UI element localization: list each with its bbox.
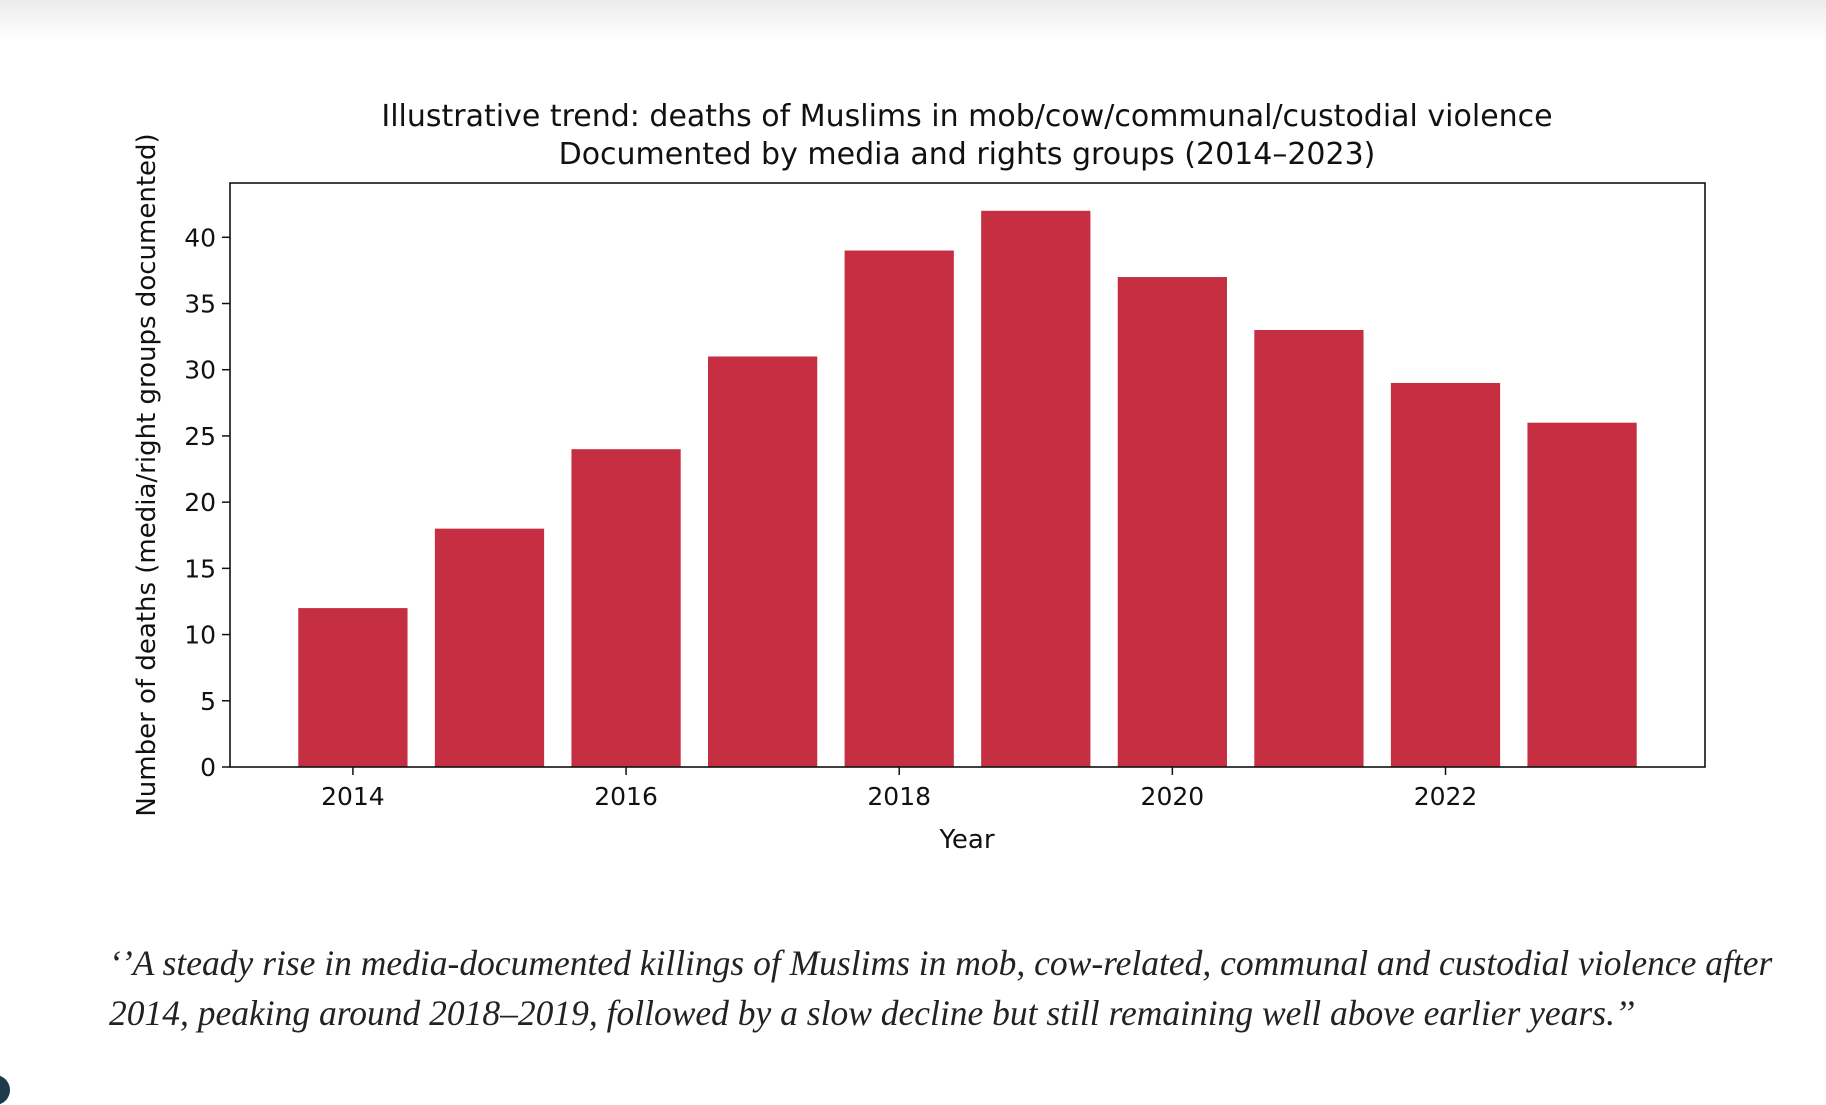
- x-tick-label: 2016: [594, 782, 658, 811]
- y-tick-label: 0: [200, 753, 216, 782]
- chart-caption: ‘’A steady rise in media-documented kill…: [109, 943, 1773, 1033]
- x-tick-label: 2018: [867, 782, 931, 811]
- y-tick-label: 20: [184, 488, 216, 517]
- y-tick-label: 25: [184, 422, 216, 451]
- corner-decoration: [0, 1075, 10, 1105]
- x-tick-label: 2022: [1414, 782, 1478, 811]
- bar-2017: [708, 356, 818, 767]
- bar-chart: Illustrative trend: deaths of Muslims in…: [132, 99, 1706, 855]
- bar-2014: [298, 608, 408, 767]
- y-tick-label: 15: [184, 554, 216, 583]
- plot-frame: [229, 182, 1706, 768]
- y-tick-label: 40: [184, 223, 216, 252]
- chart-title: Illustrative trend: deaths of Muslims in…: [381, 99, 1552, 134]
- bar-2022: [1390, 382, 1501, 767]
- y-axis-label: Number of deaths (media/right groups doc…: [132, 133, 162, 816]
- y-tick-label: 5: [200, 687, 216, 716]
- bar-2021: [1254, 329, 1364, 767]
- chart-subtitle: Documented by media and rights groups (2…: [559, 137, 1376, 172]
- bar-2020: [1117, 277, 1227, 767]
- y-tick-label: 35: [184, 290, 216, 319]
- y-tick-label: 30: [184, 356, 216, 385]
- bar-2016: [571, 449, 681, 767]
- x-tick-label: 2020: [1141, 782, 1205, 811]
- x-tick-label: 2014: [321, 782, 385, 811]
- bar-2023: [1527, 422, 1637, 767]
- bar-2018: [844, 250, 954, 767]
- bar-2015: [434, 528, 545, 767]
- top-shadow: [0, 0, 1826, 40]
- y-tick-label: 10: [184, 621, 216, 650]
- x-axis-label: Year: [938, 825, 994, 855]
- bar-2019: [981, 210, 1091, 768]
